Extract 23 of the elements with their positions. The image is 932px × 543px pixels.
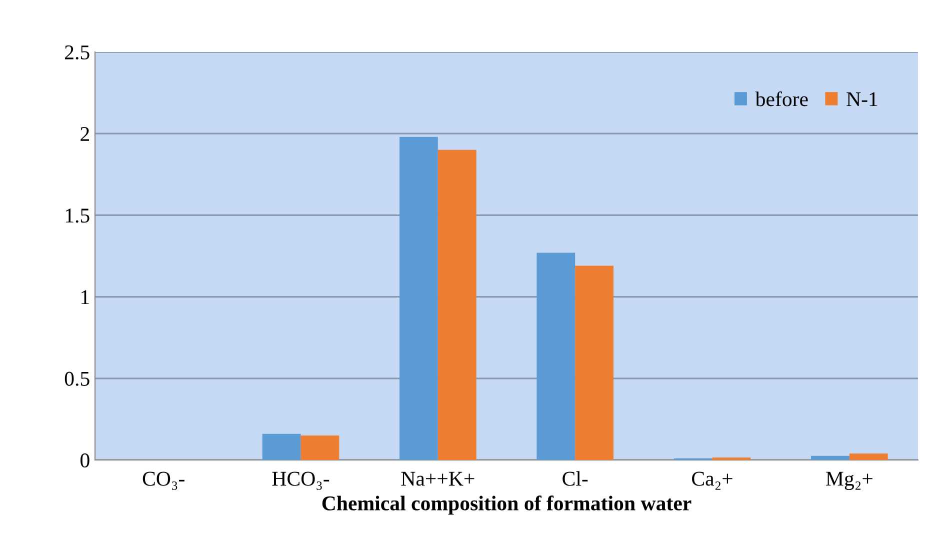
bar: [811, 456, 850, 460]
bar: [300, 436, 340, 460]
bar: [536, 252, 576, 460]
x-tick-label: HCO₃-: [272, 472, 330, 490]
bar: [262, 434, 301, 460]
x-axis-title: Chemical composition of formation water: [322, 496, 692, 515]
y-tick-label: 1: [82, 290, 89, 304]
legend-label: N-1: [846, 92, 878, 106]
bar: [438, 150, 476, 460]
y-tick-label: 2.5: [65, 45, 90, 60]
x-tick-label: Cl-: [562, 471, 588, 486]
x-tick-label: CO₃-: [142, 472, 184, 490]
x-tick-label: Na++K+: [401, 472, 474, 486]
y-tick-label: 0: [80, 453, 90, 468]
bar: [575, 266, 614, 460]
x-tick-label: Mg₂+: [826, 472, 872, 490]
bar: [400, 136, 438, 460]
y-tick-label: 1.5: [66, 208, 90, 223]
legend-label: before: [755, 91, 808, 106]
y-tick-label: 2: [80, 127, 89, 141]
x-tick-label: Ca₂+: [692, 472, 732, 490]
y-tick-label: 0.5: [64, 372, 90, 386]
bar: [849, 453, 888, 460]
